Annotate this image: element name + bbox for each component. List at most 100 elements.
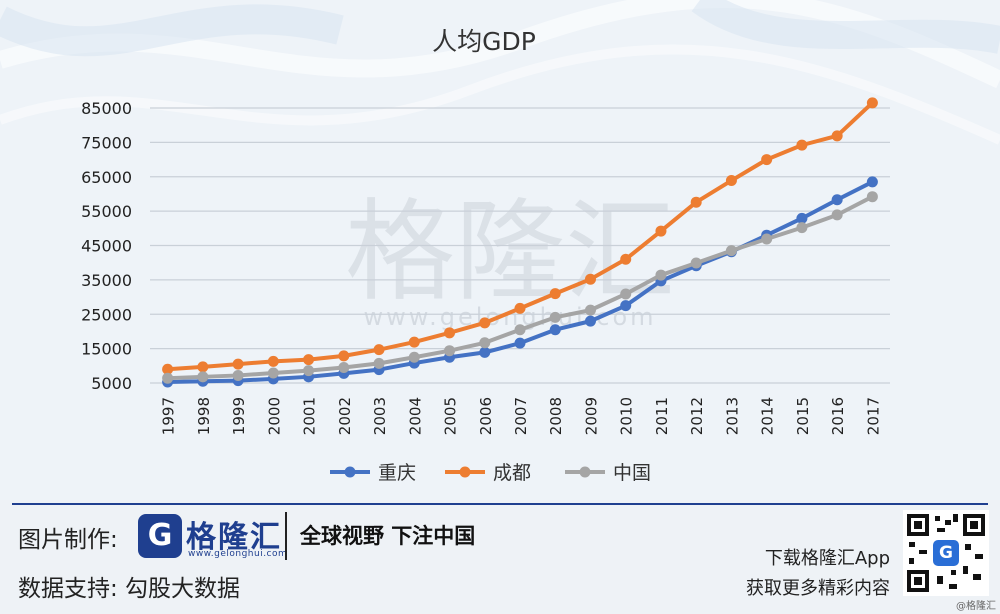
- data-point: [514, 302, 526, 314]
- legend-marker: [459, 466, 471, 478]
- data-point: [761, 154, 773, 166]
- data-point: [690, 196, 702, 208]
- data-point: [479, 346, 491, 358]
- x-tick-label: 2006: [477, 397, 495, 435]
- data-point: [338, 362, 350, 374]
- x-tick-label: 2003: [371, 397, 389, 435]
- x-tick-label: 2014: [759, 397, 777, 435]
- brand-name: 格隆汇: [186, 520, 282, 555]
- legend-label: 重庆: [378, 462, 416, 484]
- data-point: [549, 324, 561, 336]
- y-tick-label: 65000: [81, 168, 132, 187]
- data-point: [725, 175, 737, 187]
- credit-label: 图片制作:: [18, 527, 118, 553]
- y-tick-label: 25000: [81, 305, 132, 324]
- data-point: [444, 345, 456, 357]
- data-point: [197, 371, 209, 383]
- data-point: [655, 269, 667, 281]
- x-tick-label: 2017: [864, 397, 882, 435]
- legend-label: 成都: [493, 462, 531, 484]
- data-point: [796, 139, 808, 151]
- gdp-line-chart: 人均GDP 格隆汇 www.gelonghui.com 500015000250…: [81, 27, 890, 484]
- x-tick-label: 2016: [829, 397, 847, 435]
- data-point: [655, 225, 667, 237]
- x-axis-ticks: 1997 1998 1999 2000 2001 2002 2003 2004 2005 2006…: [160, 397, 883, 435]
- data-point: [267, 355, 279, 367]
- qr-pattern: [907, 514, 985, 592]
- data-point: [373, 344, 385, 356]
- qr-logo-letter: G: [933, 540, 959, 566]
- footer-separator: [285, 512, 287, 560]
- data-point: [303, 354, 315, 366]
- x-tick-label: 2001: [301, 397, 319, 435]
- x-tick-label: 2011: [653, 397, 671, 435]
- series-lines: [162, 97, 878, 388]
- y-tick-label: 35000: [81, 271, 132, 290]
- y-tick-label: 75000: [81, 133, 132, 152]
- x-tick-label: 2004: [406, 397, 424, 435]
- slogan: 全球视野 下注中国: [300, 524, 476, 548]
- x-tick-label: 2008: [547, 397, 565, 435]
- data-point: [232, 358, 244, 370]
- data-point: [866, 97, 878, 109]
- data-point: [373, 357, 385, 369]
- data-point: [408, 336, 420, 348]
- data-point: [866, 191, 878, 203]
- app-download-text: 下载格隆汇App: [764, 548, 890, 569]
- data-point: [162, 363, 174, 375]
- x-tick-label: 2010: [618, 397, 636, 435]
- y-tick-label: 45000: [81, 237, 132, 256]
- data-point: [197, 361, 209, 373]
- x-tick-label: 2013: [723, 397, 741, 435]
- legend-label: 中国: [613, 462, 651, 484]
- corner-watermark: @格隆汇: [956, 601, 996, 612]
- data-point: [162, 372, 174, 384]
- data-point: [479, 337, 491, 349]
- data-point: [796, 212, 808, 224]
- legend: 重庆 成都 中国: [330, 462, 651, 484]
- data-point: [232, 369, 244, 381]
- legend-marker: [579, 466, 591, 478]
- data-point: [584, 273, 596, 285]
- x-tick-label: 1999: [230, 397, 248, 435]
- x-tick-label: 2007: [512, 397, 530, 435]
- data-point: [690, 257, 702, 269]
- data-point: [584, 315, 596, 327]
- legend-marker: [344, 466, 356, 478]
- y-axis-ticks: 5000 15000 25000 35000 45000 55000 65000 75000 8…: [81, 99, 132, 393]
- background-waves: [0, 0, 1000, 57]
- watermark-url: www.gelonghui.com: [363, 303, 656, 331]
- chart-title: 人均GDP: [432, 27, 536, 56]
- x-tick-label: 1997: [160, 397, 178, 435]
- data-point: [408, 351, 420, 363]
- qr-code-icon[interactable]: G: [903, 510, 989, 596]
- data-point: [866, 176, 878, 188]
- x-tick-label: 2005: [442, 397, 460, 435]
- y-tick-label: 5000: [91, 374, 132, 393]
- y-tick-label: 15000: [81, 340, 132, 359]
- logo-letter: G: [147, 518, 173, 553]
- data-point: [267, 367, 279, 379]
- y-tick-label: 85000: [81, 99, 132, 118]
- x-tick-label: 2002: [336, 397, 354, 435]
- data-point: [549, 288, 561, 300]
- data-point: [514, 324, 526, 336]
- data-point: [620, 253, 632, 265]
- brand-url: www.gelonghui.com: [188, 549, 288, 559]
- footer-divider: [12, 503, 988, 505]
- data-point: [761, 233, 773, 245]
- app-promo-text: 获取更多精彩内容: [746, 578, 890, 599]
- y-tick-label: 55000: [81, 202, 132, 221]
- data-point: [796, 222, 808, 234]
- data-point: [303, 365, 315, 377]
- data-point: [444, 327, 456, 339]
- x-tick-label: 2009: [582, 397, 600, 435]
- data-point: [831, 130, 843, 142]
- data-source: 数据支持: 勾股大数据: [18, 576, 241, 602]
- x-tick-label: 2015: [794, 397, 812, 435]
- data-point: [549, 311, 561, 323]
- data-point: [479, 317, 491, 329]
- data-point: [584, 304, 596, 316]
- data-point: [338, 350, 350, 362]
- data-point: [831, 194, 843, 206]
